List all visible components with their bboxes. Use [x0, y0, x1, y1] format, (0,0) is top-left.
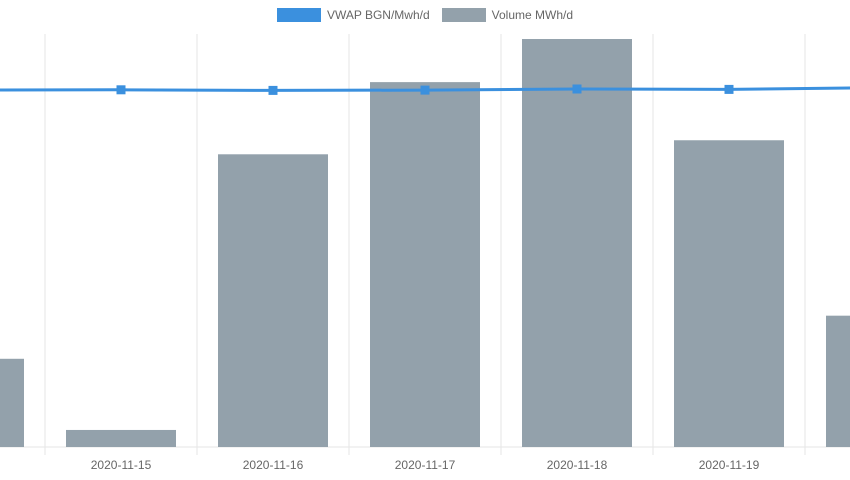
legend-swatch-vwap	[276, 8, 321, 22]
x-tick-label: 2020-11-19	[699, 458, 760, 472]
bar-2020-11-14	[0, 358, 24, 447]
x-tick-label: 2020-11-17	[395, 458, 456, 472]
legend-item-volume[interactable]: Volume MWh/d	[441, 8, 574, 22]
point-vwap-2020-11-17	[420, 85, 430, 95]
point-vwap-2020-11-19	[724, 84, 734, 94]
bar-2020-11-18	[522, 39, 632, 447]
bar-2020-11-15	[66, 429, 176, 447]
point-vwap-2020-11-15	[116, 85, 126, 95]
x-tick-label: 2020-11-18	[547, 458, 608, 472]
x-tick-label: 2020-11-16	[243, 458, 304, 472]
legend-item-vwap[interactable]: VWAP BGN/Mwh/d	[276, 8, 430, 22]
point-vwap-2020-11-18	[572, 84, 582, 94]
legend: VWAP BGN/Mwh/d Volume MWh/d	[0, 8, 850, 22]
point-vwap-2020-11-16	[268, 85, 278, 95]
legend-label-vwap: VWAP BGN/Mwh/d	[326, 8, 430, 22]
bar-2020-11-16	[218, 154, 328, 447]
bar-2020-11-17	[370, 82, 480, 447]
legend-swatch-volume	[441, 8, 486, 22]
legend-label-volume: Volume MWh/d	[491, 8, 574, 22]
bar-2020-11-19	[674, 140, 784, 448]
x-tick-label: 2020-11-15	[91, 458, 152, 472]
bar-2020-11-20	[826, 315, 850, 447]
